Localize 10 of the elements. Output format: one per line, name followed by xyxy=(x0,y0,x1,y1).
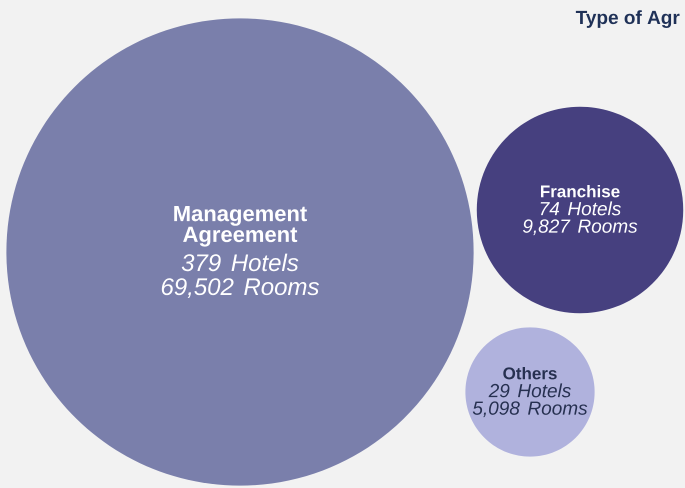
data-label: 29 Hotels xyxy=(488,383,571,398)
category-label: Franchise xyxy=(540,184,620,198)
data-label: 379 Hotels xyxy=(182,254,298,272)
data-label: 74 Hotels xyxy=(540,201,621,216)
data-label: 5,098 Rooms xyxy=(472,401,588,418)
data-label: 9,827 Rooms xyxy=(522,219,638,236)
category-label: Management Agreement xyxy=(174,206,307,247)
text: Type of Agr xyxy=(576,10,680,28)
data-label: 69,502 Rooms xyxy=(162,278,319,298)
category-label: Others xyxy=(503,366,557,380)
